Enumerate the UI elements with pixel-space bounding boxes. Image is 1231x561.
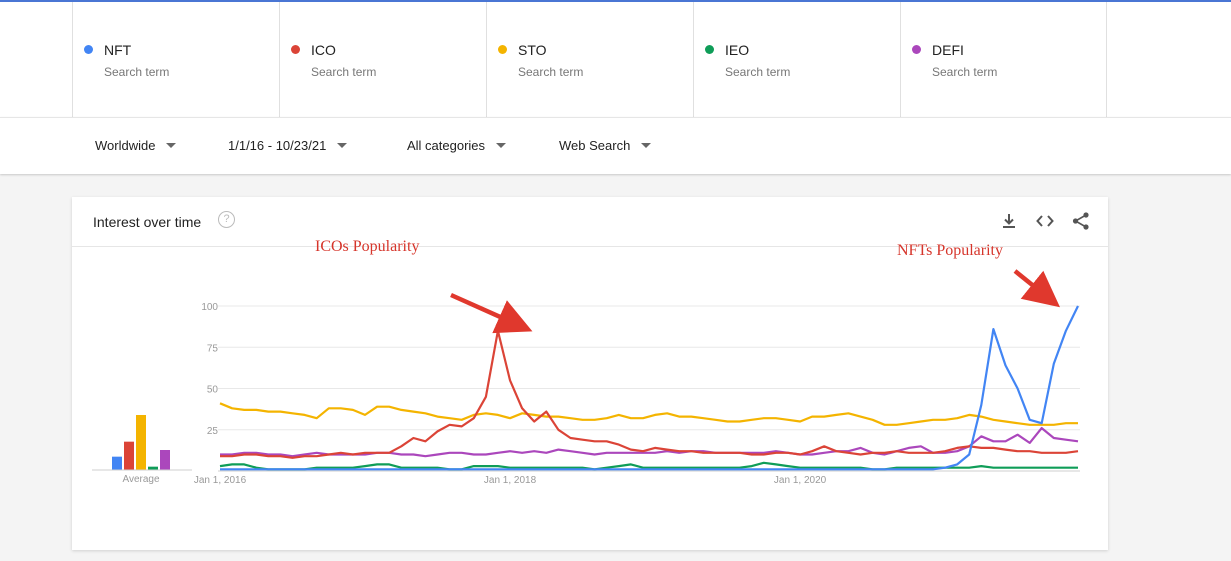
download-icon[interactable] <box>999 211 1019 231</box>
series-color-dot <box>498 45 507 54</box>
series-color-dot <box>912 45 921 54</box>
series-color-dot <box>291 45 300 54</box>
average-label: Average <box>122 474 160 485</box>
search-terms-strip: NFT Search term ICO Search term STO Search te… <box>72 2 1107 119</box>
y-tick-label: 75 <box>207 343 219 354</box>
x-tick-label: Jan 1, 2020 <box>774 475 827 486</box>
average-bar-nft <box>112 456 122 470</box>
search-term-subtitle: Search term <box>104 65 170 79</box>
chevron-down-icon <box>337 143 348 148</box>
y-tick-label: 100 <box>201 302 218 313</box>
x-tick-label: Jan 1, 2018 <box>484 475 537 486</box>
series-line-ieo <box>219 461 1078 471</box>
search-term-name: NFT <box>104 42 132 58</box>
chevron-down-icon <box>166 143 177 148</box>
search-term-ieo[interactable]: IEO Search term <box>693 2 900 119</box>
series-line-nft <box>220 305 1079 471</box>
series-line-ico <box>220 329 1079 459</box>
chevron-down-icon <box>496 143 507 148</box>
x-tick-label: Jan 1, 2016 <box>194 475 247 486</box>
filter-bar: Worldwide 1/1/16 - 10/23/21 All categori… <box>0 117 1231 174</box>
series-color-dot <box>705 45 714 54</box>
search-term-subtitle: Search term <box>725 65 791 79</box>
search-term-sto[interactable]: STO Search term <box>486 2 693 119</box>
date-range-filter[interactable]: 1/1/16 - 10/23/21 <box>228 138 348 153</box>
search-term-name: DEFI <box>932 42 964 58</box>
region-filter[interactable]: Worldwide <box>95 138 177 153</box>
search-term-name: STO <box>518 42 547 58</box>
y-tick-label: 25 <box>207 426 219 437</box>
average-bar-ieo <box>148 466 158 470</box>
interest-over-time-chart: 25 50 75 100 Jan 1, 2016 Jan 1, 2018 Jan 1, 20… <box>92 302 1080 486</box>
average-bar-defi <box>160 450 170 470</box>
category-filter-label: All categories <box>407 138 486 153</box>
search-term-defi[interactable]: DEFI Search term <box>900 2 1107 119</box>
series-color-dot <box>84 45 93 54</box>
region-filter-label: Worldwide <box>95 138 156 153</box>
search-term-subtitle: Search term <box>932 65 998 79</box>
series-line-sto <box>219 402 1078 426</box>
search-term-name: ICO <box>311 42 336 58</box>
share-icon[interactable] <box>1071 211 1091 231</box>
y-tick-label: 50 <box>207 385 219 396</box>
date-range-filter-label: 1/1/16 - 10/23/21 <box>228 138 327 153</box>
search-term-subtitle: Search term <box>311 65 377 79</box>
nft-popularity-annotation: NFTs Popularity <box>897 242 1003 259</box>
interest-over-time-card: Interest over time ? <box>72 197 1108 550</box>
search-term-nft[interactable]: NFT Search term <box>72 2 279 119</box>
series-line-defi <box>220 427 1079 458</box>
search-type-filter-label: Web Search <box>559 138 631 153</box>
top-bar: NFT Search term ICO Search term STO Search te… <box>0 0 1231 119</box>
search-type-filter[interactable]: Web Search <box>559 138 652 153</box>
card-header: Interest over time ? <box>72 197 1108 247</box>
search-term-subtitle: Search term <box>518 65 584 79</box>
search-term-name: IEO <box>725 42 750 58</box>
chevron-down-icon <box>641 143 652 148</box>
search-term-ico[interactable]: ICO Search term <box>279 2 486 119</box>
help-icon[interactable]: ? <box>218 211 235 228</box>
category-filter[interactable]: All categories <box>407 138 507 153</box>
ico-popularity-annotation: ICOs Popularity <box>315 238 420 255</box>
embed-icon[interactable] <box>1035 211 1055 231</box>
card-title: Interest over time <box>93 214 202 230</box>
average-bar-ico <box>124 441 134 470</box>
average-bar-sto <box>136 415 146 470</box>
